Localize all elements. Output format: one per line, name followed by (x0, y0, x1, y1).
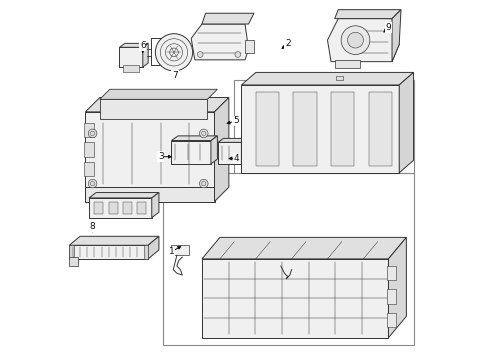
Circle shape (88, 179, 97, 188)
Polygon shape (109, 202, 118, 214)
Circle shape (199, 179, 208, 188)
Polygon shape (335, 10, 401, 19)
Polygon shape (202, 13, 254, 24)
Polygon shape (392, 10, 401, 62)
Polygon shape (89, 193, 159, 198)
Circle shape (341, 26, 370, 54)
Polygon shape (211, 136, 218, 164)
Text: 7: 7 (172, 71, 178, 80)
Polygon shape (137, 202, 147, 214)
Polygon shape (242, 138, 247, 164)
Polygon shape (123, 202, 132, 214)
Circle shape (197, 51, 203, 57)
Polygon shape (84, 142, 95, 157)
Polygon shape (100, 89, 218, 99)
Polygon shape (215, 98, 229, 202)
Polygon shape (85, 98, 229, 112)
Polygon shape (327, 19, 399, 62)
Polygon shape (294, 92, 317, 166)
Polygon shape (172, 244, 190, 255)
Polygon shape (245, 40, 254, 53)
Polygon shape (89, 198, 152, 218)
Polygon shape (85, 187, 215, 202)
Polygon shape (120, 43, 148, 47)
Polygon shape (172, 140, 211, 164)
Polygon shape (84, 123, 95, 137)
Polygon shape (218, 138, 247, 142)
Circle shape (235, 51, 241, 57)
Circle shape (88, 129, 97, 138)
Text: 5: 5 (233, 116, 239, 125)
Polygon shape (120, 47, 143, 67)
Polygon shape (399, 72, 414, 173)
Polygon shape (191, 24, 248, 60)
Polygon shape (387, 289, 395, 304)
Polygon shape (242, 85, 399, 173)
Polygon shape (144, 245, 148, 259)
Polygon shape (69, 245, 74, 259)
Polygon shape (95, 202, 103, 214)
Text: 4: 4 (233, 154, 239, 163)
Text: 2: 2 (285, 39, 291, 48)
Polygon shape (336, 76, 343, 80)
Polygon shape (387, 313, 395, 327)
Text: 1: 1 (169, 247, 174, 256)
Polygon shape (69, 257, 78, 266)
Polygon shape (143, 43, 148, 67)
Polygon shape (69, 236, 159, 245)
Circle shape (347, 32, 364, 48)
Polygon shape (331, 92, 354, 166)
Bar (163, 173, 414, 345)
Polygon shape (202, 259, 389, 338)
Polygon shape (85, 112, 215, 187)
Polygon shape (123, 65, 139, 72)
Polygon shape (148, 236, 159, 259)
Polygon shape (256, 92, 279, 166)
Polygon shape (69, 245, 148, 259)
Polygon shape (368, 92, 392, 166)
Text: 9: 9 (386, 23, 392, 32)
Polygon shape (152, 193, 159, 218)
Polygon shape (172, 136, 218, 140)
Polygon shape (84, 162, 95, 176)
Polygon shape (202, 237, 406, 259)
Polygon shape (387, 266, 395, 280)
Polygon shape (218, 142, 242, 164)
Polygon shape (100, 99, 207, 119)
Text: 3: 3 (158, 152, 164, 161)
Polygon shape (335, 60, 360, 68)
Text: 6: 6 (140, 41, 146, 50)
Circle shape (155, 34, 193, 71)
Text: 8: 8 (90, 222, 96, 231)
Bar (234, 80, 414, 173)
Polygon shape (242, 72, 414, 85)
Polygon shape (389, 237, 406, 338)
Circle shape (199, 129, 208, 138)
